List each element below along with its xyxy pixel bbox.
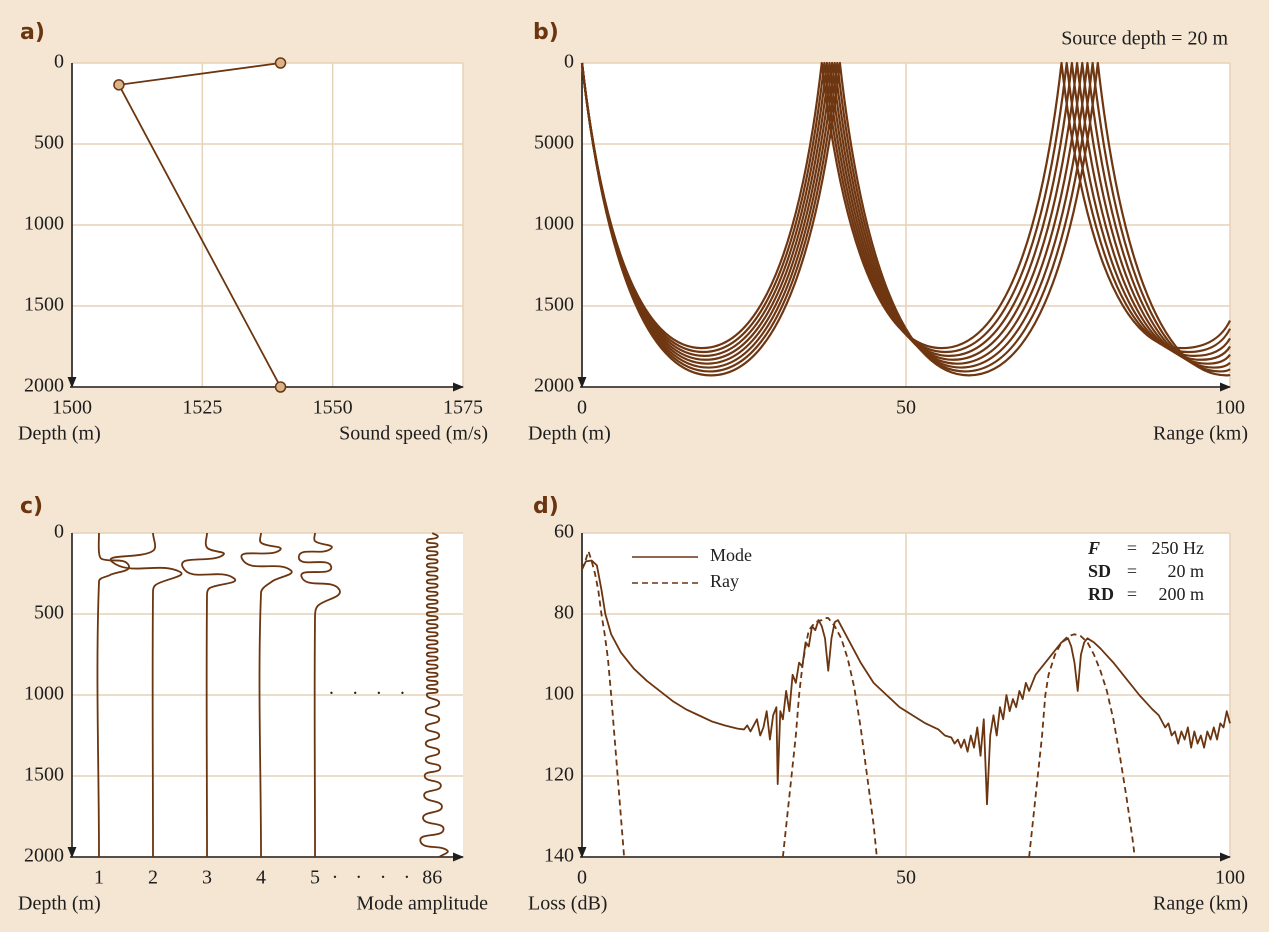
point-marker <box>113 79 125 91</box>
param-equals: = <box>1127 561 1137 581</box>
annotation: · · · · <box>328 683 412 705</box>
y-axis-label: Loss (dB) <box>528 893 607 915</box>
y-tick-label: 1500 <box>534 294 574 316</box>
panel: 0 500 1000 1500 2000 1 2 3 4 5 · · · · 86 c) Depth (m) Mo… <box>18 494 488 915</box>
series-line <box>580 61 1231 377</box>
param-symbol: SD <box>1088 561 1111 581</box>
series-line <box>581 550 1136 858</box>
y-tick-label: 2000 <box>24 375 64 397</box>
y-tick-label: 1000 <box>534 213 574 235</box>
x-axis-label: Mode amplitude <box>356 893 488 915</box>
y-tick-label: 5000 <box>534 132 574 154</box>
x-tick-label: 100 <box>1215 867 1245 889</box>
y-tick-label: 2000 <box>24 845 64 867</box>
panel-label: d) <box>533 494 559 519</box>
y-tick-label: 1500 <box>24 294 64 316</box>
legend-label: Mode <box>710 545 752 565</box>
x-tick-label: 1550 <box>313 397 353 419</box>
series-line <box>109 532 183 858</box>
x-tick-label: · <box>380 867 387 889</box>
y-tick-label: 0 <box>564 51 574 73</box>
series-line <box>96 532 130 858</box>
x-tick-label: 1500 <box>52 397 92 419</box>
param-symbol: F <box>1087 538 1100 558</box>
x-tick-label: 4 <box>256 867 266 889</box>
y-axis-label: Depth (m) <box>18 423 101 445</box>
param-equals: = <box>1127 538 1137 558</box>
y-tick-label: 140 <box>544 845 574 867</box>
x-tick-label: 3 <box>202 867 212 889</box>
x-axis-label: Sound speed (m/s) <box>339 423 488 445</box>
x-axis-label: Range (km) <box>1153 893 1248 915</box>
annotation: Source depth = 20 m <box>1061 28 1228 50</box>
panel-label: a) <box>20 20 45 45</box>
series-line <box>181 532 237 858</box>
param-equals: = <box>1127 584 1137 604</box>
y-tick-label: 500 <box>34 132 64 154</box>
x-tick-label: 86 <box>422 867 442 889</box>
panel-label: c) <box>20 494 43 519</box>
y-tick-label: 0 <box>54 521 64 543</box>
x-tick-label: 1525 <box>182 397 222 419</box>
x-tick-label: 100 <box>1215 397 1245 419</box>
y-tick-label: 1000 <box>24 683 64 705</box>
y-tick-label: 60 <box>554 521 574 543</box>
x-tick-label: 50 <box>896 867 916 889</box>
series-line <box>297 532 341 858</box>
param-value: 200 m <box>1158 584 1204 604</box>
y-tick-label: 1000 <box>24 213 64 235</box>
param-symbol: RD <box>1088 584 1114 604</box>
legend-label: Ray <box>710 571 739 591</box>
x-tick-label: 1575 <box>443 397 483 419</box>
param-value: 20 m <box>1167 561 1204 581</box>
x-tick-label: · <box>355 867 362 889</box>
x-tick-label: 0 <box>577 397 587 419</box>
y-axis-label: Depth (m) <box>528 423 611 445</box>
x-tick-label: · <box>403 867 410 889</box>
point-marker <box>274 381 287 393</box>
point-marker <box>274 57 287 69</box>
y-tick-label: 1500 <box>24 764 64 786</box>
y-tick-label: 100 <box>544 683 574 705</box>
x-tick-label: 2 <box>148 867 158 889</box>
x-axis-label: Range (km) <box>1153 423 1248 445</box>
x-tick-label: 0 <box>577 867 587 889</box>
x-tick-label: 50 <box>896 397 916 419</box>
series-line <box>419 532 449 858</box>
series-line <box>240 532 293 858</box>
series-line <box>581 559 1231 806</box>
panel-label: b) <box>533 20 559 45</box>
x-tick-label: · <box>332 867 339 889</box>
x-tick-label: 1 <box>94 867 104 889</box>
y-tick-label: 120 <box>544 764 574 786</box>
param-value: 250 Hz <box>1152 538 1205 558</box>
y-tick-label: 0 <box>54 51 64 73</box>
y-tick-label: 2000 <box>534 375 574 397</box>
y-axis-label: Depth (m) <box>18 893 101 915</box>
y-tick-label: 80 <box>554 602 574 624</box>
x-tick-label: 5 <box>310 867 320 889</box>
y-tick-label: 500 <box>34 602 64 624</box>
